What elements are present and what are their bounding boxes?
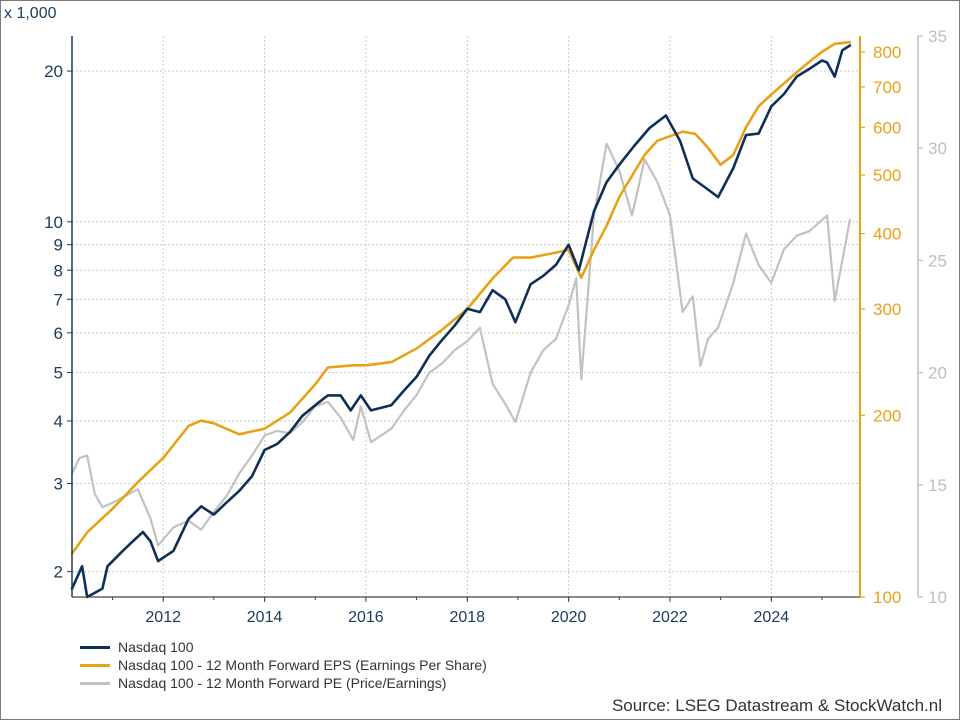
left-tick-label-6: 6 [54,324,63,343]
legend-swatch-pe [80,681,110,685]
pe-tick-label-10: 10 [928,588,947,607]
legend-label-eps: Nasdaq 100 - 12 Month Forward EPS (Earni… [118,657,487,673]
eps-tick-label-600: 600 [873,118,901,137]
series-line-pe [70,142,851,547]
eps-tick-label-100: 100 [873,588,901,607]
x-tick-label-2018: 2018 [449,609,485,626]
left-tick-label-9: 9 [54,236,63,255]
legend-swatch-eps [80,663,110,667]
x-tick-label-2016: 2016 [348,609,384,626]
eps-tick-label-400: 400 [873,225,901,244]
x-tick-label-2014: 2014 [247,609,283,626]
left-tick-label-7: 7 [54,290,63,309]
pe-tick-label-25: 25 [928,251,947,270]
eps-tick-label-200: 200 [873,406,901,425]
left-tick-label-3: 3 [54,475,63,494]
x-tick-label-2024: 2024 [754,609,790,626]
series-line-nasdaq [70,44,852,599]
eps-tick-label-700: 700 [873,78,901,97]
source-note: Source: LSEG Datastream & StockWatch.nl [611,696,942,715]
left-tick-label-10: 10 [44,213,63,232]
left-tick-label-5: 5 [54,363,63,382]
series-lines [70,40,852,599]
x-tick-label-2012: 2012 [145,609,181,626]
axes: 2012 2014 2016 2018 2020 2022 2024234567891020… [44,27,947,626]
eps-tick-label-300: 300 [873,300,901,319]
pe-tick-label-35: 35 [928,27,947,46]
pe-tick-label-30: 30 [928,139,947,158]
legend: Nasdaq 100 Nasdaq 100 - 12 Month Forward… [80,638,487,692]
left-tick-label-2: 2 [54,563,63,582]
eps-tick-label-500: 500 [873,166,901,185]
legend-item-nasdaq: Nasdaq 100 [80,638,487,656]
legend-item-eps: Nasdaq 100 - 12 Month Forward EPS (Earni… [80,656,487,674]
left-tick-label-8: 8 [54,261,63,280]
left-tick-label-20: 20 [44,62,63,81]
x-tick-label-2020: 2020 [551,609,587,626]
legend-swatch-nasdaq [80,645,110,649]
pe-tick-label-15: 15 [928,476,947,495]
legend-label-pe: Nasdaq 100 - 12 Month Forward PE (Price/… [118,675,447,691]
grid-lines [72,36,860,597]
pe-tick-label-20: 20 [928,364,947,383]
left-tick-label-4: 4 [54,412,63,431]
left-axis-unit-label: x 1,000 [4,5,57,22]
series-line-eps [70,40,852,555]
legend-item-pe: Nasdaq 100 - 12 Month Forward PE (Price/… [80,674,487,692]
eps-tick-label-800: 800 [873,43,901,62]
legend-label-nasdaq: Nasdaq 100 [118,639,194,655]
x-tick-label-2022: 2022 [652,609,688,626]
